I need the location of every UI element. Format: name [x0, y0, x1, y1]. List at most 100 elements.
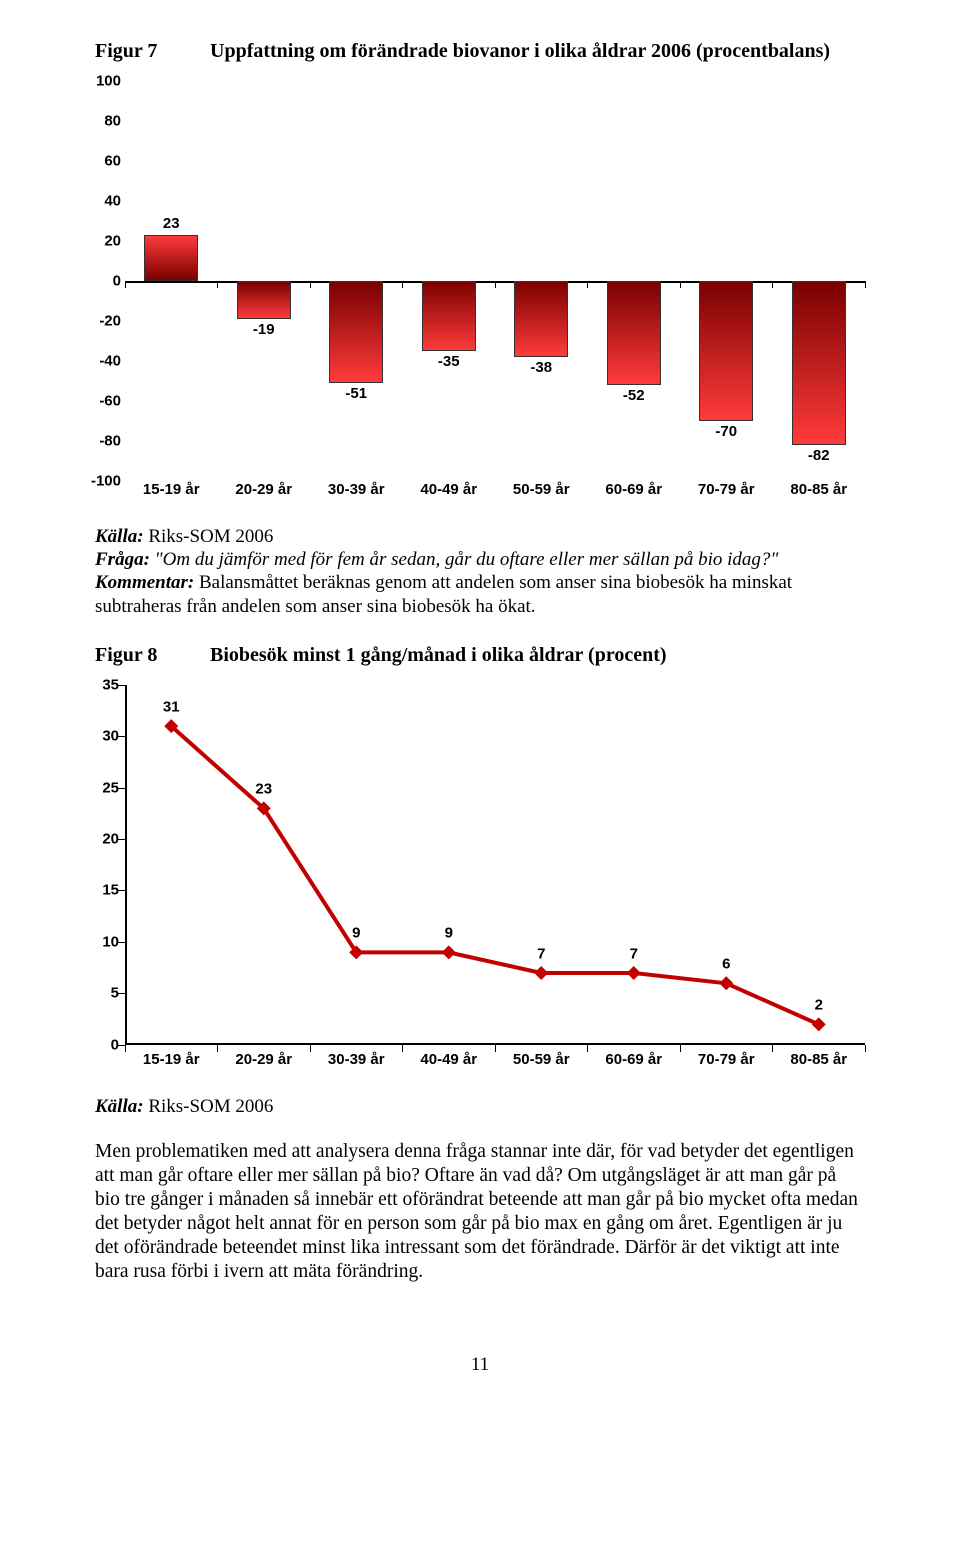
- point-value-label: 7: [537, 945, 545, 962]
- bar-value-label: 23: [144, 215, 198, 232]
- figure7-chart: -100-80-60-40-2002040608010023-19-51-35-…: [95, 81, 865, 505]
- point-value-label: 2: [815, 997, 823, 1014]
- y-tick-label: 0: [113, 273, 125, 290]
- bar-rect: [329, 281, 383, 383]
- source-label: Källa:: [95, 526, 144, 547]
- point-value-label: 31: [163, 698, 180, 715]
- y-tick: [118, 890, 125, 891]
- x-tick: [680, 281, 681, 288]
- bar-value-label: -38: [514, 359, 568, 376]
- y-tick-label: -60: [99, 393, 125, 410]
- bar: -35: [422, 81, 476, 481]
- bar-value-label: -19: [237, 321, 291, 338]
- x-tick: [402, 281, 403, 288]
- bar-rect: [144, 235, 198, 281]
- figure7-label: Figur 7: [95, 40, 205, 63]
- x-category-label: 20-29 år: [218, 1051, 311, 1068]
- bar-value-label: -52: [607, 387, 661, 404]
- figure7-notes: Källa: Riks-SOM 2006 Fråga: "Om du jämfö…: [95, 525, 865, 618]
- bar: -38: [514, 81, 568, 481]
- x-category-label: 15-19 år: [125, 1051, 218, 1068]
- bar-rect: [514, 281, 568, 357]
- x-tick: [310, 281, 311, 288]
- y-tick-label: -80: [99, 433, 125, 450]
- x-category-label: 60-69 år: [588, 1051, 681, 1068]
- line-chart-svg: [125, 685, 865, 1045]
- bar: -51: [329, 81, 383, 481]
- figure7-title-row: Figur 7 Uppfattning om förändrade biovan…: [95, 40, 865, 63]
- x-tick: [865, 281, 866, 288]
- y-tick: [118, 993, 125, 994]
- bar-rect: [607, 281, 661, 385]
- x-category-label: 15-19 år: [125, 481, 218, 498]
- marker-diamond-icon: [627, 966, 641, 980]
- point-value-label: 23: [255, 781, 272, 798]
- page: Figur 7 Uppfattning om förändrade biovan…: [0, 0, 960, 1436]
- x-category-label: 60-69 år: [588, 481, 681, 498]
- marker-diamond-icon: [812, 1017, 826, 1031]
- marker-diamond-icon: [534, 966, 548, 980]
- y-tick: [118, 736, 125, 737]
- bar-rect: [792, 281, 846, 445]
- y-tick-label: 40: [104, 193, 125, 210]
- figure8-chart: 051015202530353123997762 15-19 år20-29 å…: [95, 685, 865, 1075]
- figure8-title-row: Figur 8 Biobesök minst 1 gång/månad i ol…: [95, 644, 865, 667]
- y-tick-label: 20: [104, 233, 125, 250]
- bar: -19: [237, 81, 291, 481]
- bar-rect: [699, 281, 753, 421]
- point-value-label: 6: [722, 955, 730, 972]
- y-tick-label: -100: [91, 473, 125, 490]
- body-text: Men problematiken med att analysera denn…: [95, 1140, 865, 1284]
- question-text: "Om du jämför med för fem år sedan, går …: [155, 549, 779, 570]
- x-tick: [495, 281, 496, 288]
- bar: -52: [607, 81, 661, 481]
- x-category-label: 30-39 år: [310, 481, 403, 498]
- bar: 23: [144, 81, 198, 481]
- question-label: Fråga:: [95, 549, 150, 570]
- point-value-label: 9: [352, 925, 360, 942]
- source-label-8: Källa:: [95, 1096, 144, 1117]
- source-text-8: Riks-SOM 2006: [148, 1096, 273, 1117]
- comment-text: Balansmåttet beräknas genom att andelen …: [95, 572, 792, 616]
- marker-diamond-icon: [442, 945, 456, 959]
- x-category-label: 50-59 år: [495, 1051, 588, 1068]
- y-tick: [118, 788, 125, 789]
- x-tick: [587, 281, 588, 288]
- figure7-title: Uppfattning om förändrade biovanor i oli…: [210, 40, 830, 62]
- bar-value-label: -82: [792, 447, 846, 464]
- comment-label: Kommentar:: [95, 572, 194, 593]
- bar-value-label: -35: [422, 353, 476, 370]
- bar-rect: [237, 281, 291, 319]
- y-tick: [118, 685, 125, 686]
- x-category-label: 70-79 år: [680, 481, 773, 498]
- source-text: Riks-SOM 2006: [148, 526, 273, 547]
- x-tick: [772, 281, 773, 288]
- x-category-label: 70-79 år: [680, 1051, 773, 1068]
- page-number: 11: [95, 1354, 865, 1376]
- bar: -82: [792, 81, 846, 481]
- bar-rect: [422, 281, 476, 351]
- y-tick: [118, 942, 125, 943]
- x-tick: [125, 281, 126, 288]
- point-value-label: 7: [630, 945, 638, 962]
- bar: -70: [699, 81, 753, 481]
- figure8-title: Biobesök minst 1 gång/månad i olika åldr…: [210, 644, 667, 666]
- x-category-label: 50-59 år: [495, 481, 588, 498]
- bar-value-label: -70: [699, 423, 753, 440]
- y-tick-label: -40: [99, 353, 125, 370]
- x-category-label: 80-85 år: [773, 481, 866, 498]
- x-category-label: 30-39 år: [310, 1051, 403, 1068]
- y-tick-label: -20: [99, 313, 125, 330]
- marker-diamond-icon: [719, 976, 733, 990]
- x-category-label: 40-49 år: [403, 481, 496, 498]
- y-tick-label: 60: [104, 153, 125, 170]
- y-tick-label: 100: [96, 73, 125, 90]
- x-category-label: 20-29 år: [218, 481, 311, 498]
- figure8-notes: Källa: Riks-SOM 2006: [95, 1095, 865, 1118]
- x-category-label: 40-49 år: [403, 1051, 496, 1068]
- x-category-label: 80-85 år: [773, 1051, 866, 1068]
- point-value-label: 9: [445, 925, 453, 942]
- series-line: [171, 726, 819, 1024]
- figure8-label: Figur 8: [95, 644, 205, 667]
- y-tick: [118, 839, 125, 840]
